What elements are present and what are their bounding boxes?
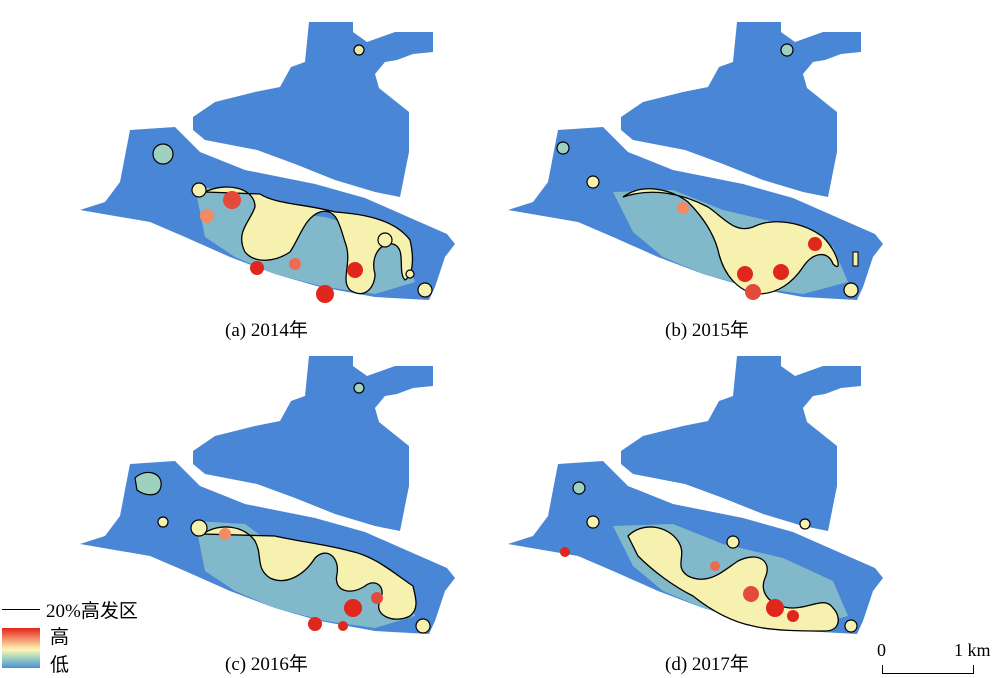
caption-2017: (d) 2017年: [665, 654, 749, 675]
northern-region: [193, 22, 433, 197]
northern-region: [621, 22, 861, 197]
map-panel-2015: (b) 2015年: [503, 12, 923, 341]
hotspot-contour-label: 20%高发区: [46, 601, 138, 622]
southern-region: [508, 461, 883, 634]
southern-region: [508, 127, 883, 300]
density-color-ramp: [2, 628, 40, 668]
map-panel-2016: (c) 2016年: [75, 346, 495, 675]
scale-bar-line: [882, 665, 974, 674]
hotspot-contour-symbol: [2, 609, 40, 610]
hotspot-map-2014: [80, 22, 455, 303]
scale-end-label: 1 km: [954, 640, 991, 660]
caption-2016: (c) 2016年: [225, 654, 308, 675]
density-high-label: 高: [50, 627, 70, 648]
caption-2015: (b) 2015年: [665, 320, 749, 341]
northern-region: [621, 356, 861, 531]
scale-start-label: 0: [877, 640, 886, 660]
map-panel-2017: (d) 2017年: [503, 346, 923, 675]
scale-bar: 0 1 km: [872, 640, 997, 676]
density-low-label: 低: [50, 655, 70, 676]
map-legend: 20%高发区 高 低: [2, 596, 172, 676]
hotspot-map-2016: [80, 356, 455, 634]
southern-region: [80, 461, 455, 634]
hotspot-map-2015: [508, 22, 883, 300]
map-panel-2014: (a) 2014年: [75, 12, 495, 341]
caption-2014: (a) 2014年: [225, 320, 308, 341]
southern-region: [80, 127, 455, 303]
northern-region: [193, 356, 433, 531]
hotspot-map-2017: [508, 356, 883, 634]
